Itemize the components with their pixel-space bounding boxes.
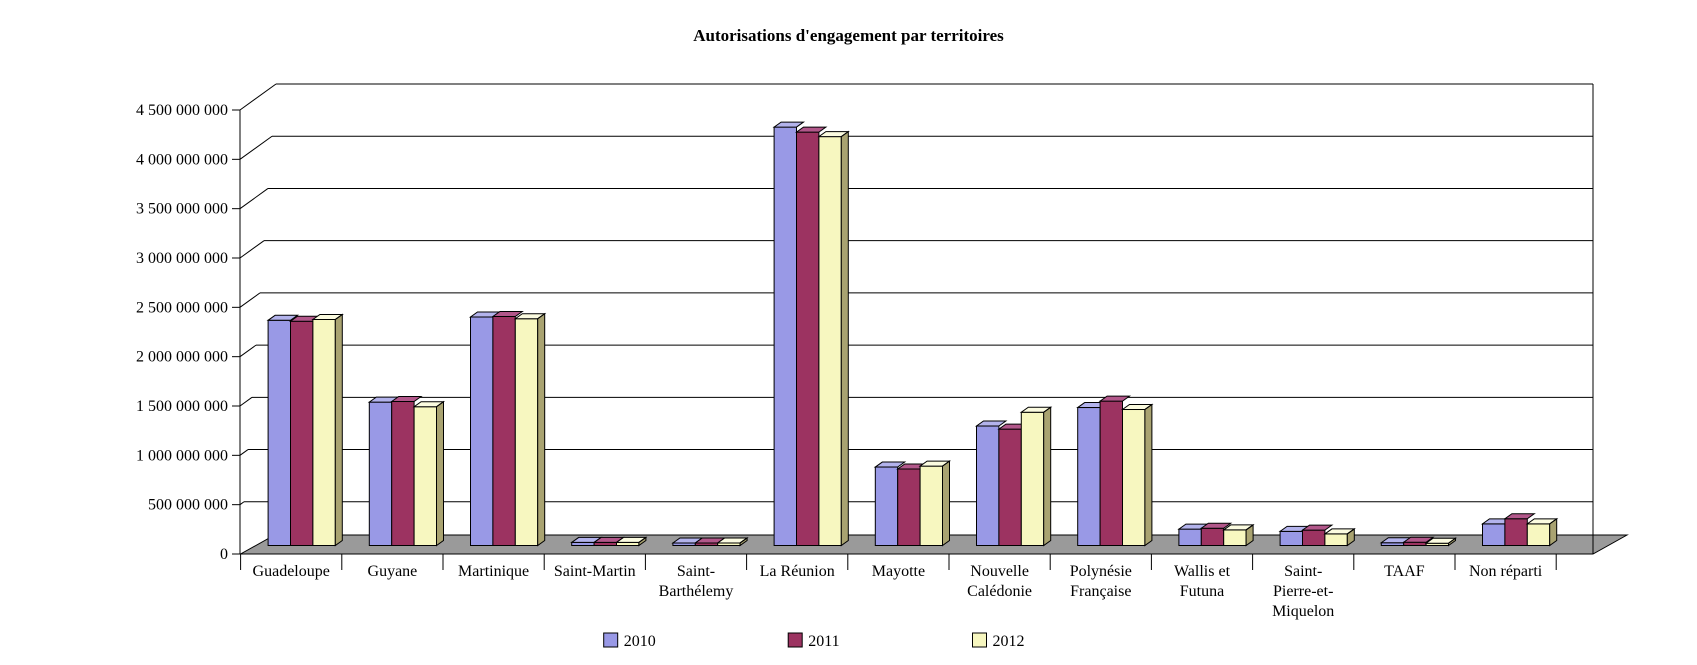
svg-text:3 500 000 000: 3 500 000 000 (136, 201, 228, 218)
svg-text:Martinique: Martinique (458, 563, 529, 580)
svg-text:2010: 2010 (624, 633, 656, 650)
svg-text:Miquelon: Miquelon (1272, 603, 1334, 620)
svg-text:1 000 000 000: 1 000 000 000 (136, 447, 228, 464)
svg-text:4 500 000 000: 4 500 000 000 (136, 102, 228, 119)
svg-text:Calédonie: Calédonie (967, 583, 1032, 600)
svg-text:1 500 000 000: 1 500 000 000 (136, 398, 228, 415)
svg-text:Barthélemy: Barthélemy (659, 583, 734, 600)
svg-text:Française: Française (1070, 583, 1131, 600)
svg-text:2011: 2011 (808, 633, 839, 650)
svg-text:Saint-: Saint- (1284, 563, 1322, 580)
svg-text:Nouvelle: Nouvelle (970, 563, 1029, 580)
svg-text:La Réunion: La Réunion (760, 563, 835, 580)
svg-text:Pierre-et-: Pierre-et- (1273, 583, 1333, 600)
svg-text:2012: 2012 (993, 633, 1025, 650)
svg-text:Futuna: Futuna (1180, 583, 1224, 600)
svg-text:2 000 000 000: 2 000 000 000 (136, 349, 228, 366)
svg-text:Saint-Martin: Saint-Martin (554, 563, 636, 580)
svg-text:Mayotte: Mayotte (872, 563, 925, 580)
svg-text:Saint-: Saint- (677, 563, 715, 580)
svg-text:Guadeloupe: Guadeloupe (253, 563, 330, 580)
svg-text:3 000 000 000: 3 000 000 000 (136, 250, 228, 267)
svg-text:Guyane: Guyane (368, 563, 418, 580)
svg-text:Wallis et: Wallis et (1174, 563, 1231, 580)
svg-text:TAAF: TAAF (1384, 563, 1425, 580)
svg-text:0: 0 (220, 546, 228, 563)
svg-text:2 500 000 000: 2 500 000 000 (136, 299, 228, 316)
svg-text:4 000 000 000: 4 000 000 000 (136, 151, 228, 168)
svg-text:500 000 000: 500 000 000 (148, 497, 228, 514)
svg-text:Polynésie: Polynésie (1070, 563, 1132, 580)
svg-text:Non réparti: Non réparti (1469, 563, 1543, 580)
